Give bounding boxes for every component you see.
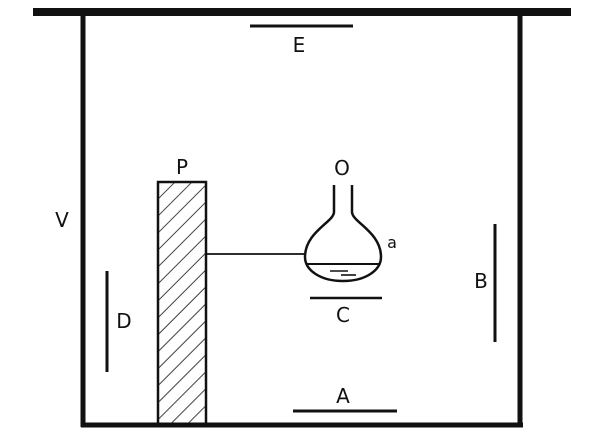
flask xyxy=(303,185,383,283)
label-d: D xyxy=(116,309,131,333)
label-p: P xyxy=(176,155,188,179)
label-o: O xyxy=(334,156,350,180)
label-b: B xyxy=(474,269,488,293)
container-lid xyxy=(33,8,571,16)
container xyxy=(33,8,571,428)
label-e: E xyxy=(293,33,306,57)
hatched-post xyxy=(156,180,208,427)
label-a: a xyxy=(387,233,397,252)
flask-outline xyxy=(303,185,383,283)
label-a-plate: A xyxy=(336,384,350,408)
label-v: V xyxy=(55,208,69,232)
label-c: C xyxy=(336,303,350,327)
